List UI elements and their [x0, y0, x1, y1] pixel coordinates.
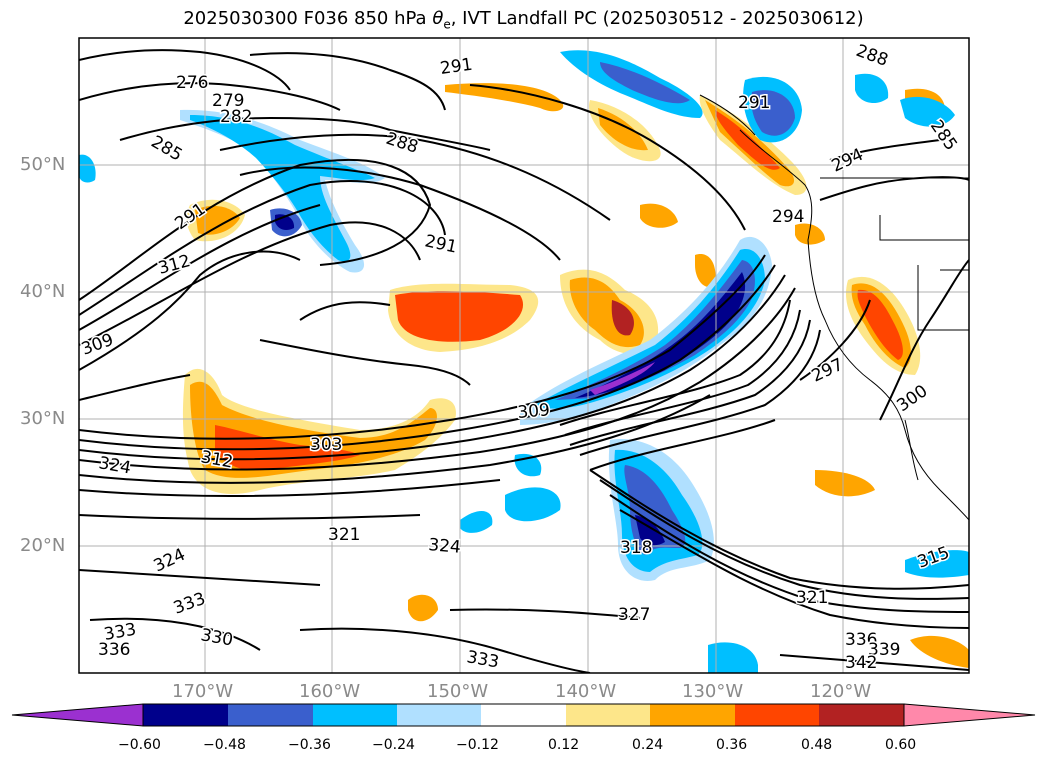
shade-pos-misc1 — [640, 203, 678, 228]
colorbar-tick-label: 0.12 — [548, 737, 580, 753]
colorbar-tick-label: 0.24 — [632, 737, 664, 753]
colorbar — [11, 703, 1036, 727]
shade-pos-ca-strong — [857, 289, 903, 360]
shade-neg-ar-ext — [590, 362, 655, 395]
contour-label: 318 — [620, 538, 652, 558]
shade-pos-misc6 — [910, 635, 969, 668]
colorbar-bin — [650, 704, 735, 726]
contour-label: 336 — [845, 630, 877, 650]
colorbar-tick-label: 0.60 — [885, 737, 917, 753]
shade-pos-misc4 — [815, 470, 875, 497]
gridlines — [79, 38, 969, 673]
contour-label: 321 — [328, 525, 360, 545]
contour-label: 327 — [618, 605, 650, 625]
colorbar-frame — [142, 703, 905, 727]
colorbar-tick-label: −0.36 — [288, 737, 331, 753]
coastlines — [699, 94, 969, 521]
shade-pos-misc3 — [695, 254, 716, 288]
lat-label: 40°N — [20, 281, 66, 302]
colorbar-tick-label: 0.36 — [716, 737, 748, 753]
theta-e-contours — [79, 49, 969, 673]
theta-subscript: e — [443, 17, 451, 32]
contour-label: 336 — [98, 640, 130, 660]
shade-neg-se — [905, 550, 969, 578]
contour-label: 276 — [176, 73, 208, 93]
shade-neg-s — [708, 642, 758, 673]
contour-label: 339 — [868, 640, 900, 660]
colorbar-tick-label: −0.24 — [372, 737, 415, 753]
shade-neg-ar — [520, 236, 772, 425]
shade-pos-center-e-strong — [611, 300, 634, 336]
shade-neg-n4 — [855, 73, 889, 104]
theta-symbol: θ — [432, 8, 444, 29]
map-frame — [78, 37, 970, 674]
colorbar-bin — [143, 704, 228, 726]
shade-pos-170w-mid — [195, 205, 240, 235]
contour-label: 303 — [310, 435, 342, 455]
colorbar-bin — [397, 704, 481, 726]
lat-label: 50°N — [20, 154, 66, 175]
lon-label: 120°W — [810, 681, 872, 702]
colorbar-tick-label: −0.60 — [118, 737, 161, 753]
lon-label: 170°W — [172, 681, 234, 702]
colorbar-tick-label: 0.48 — [801, 737, 833, 753]
shade-neg-n2-strong — [751, 90, 795, 136]
figure-title: 2025030300 F036 850 hPa θe, IVT Landfall… — [0, 8, 1047, 32]
lon-label: 140°W — [555, 681, 617, 702]
contour-label: 321 — [796, 588, 828, 608]
colorbar-right-triangle — [903, 703, 1036, 727]
colorbar-left-triangle — [11, 703, 144, 727]
shade-pos-bc-strong — [715, 110, 780, 170]
colorbar-bin — [313, 704, 397, 726]
title-prefix: 2025030300 F036 850 hPa — [183, 8, 433, 29]
contour-label: 279 — [212, 91, 244, 111]
shade-pos-misc5 — [408, 594, 438, 622]
colorbar-bin — [481, 704, 566, 726]
contour-label: 342 — [845, 653, 877, 673]
shade-neg-mid2 — [505, 487, 561, 522]
lon-label: 160°W — [299, 681, 361, 702]
colorbar-bin — [735, 704, 819, 726]
contour-label: 309 — [517, 400, 551, 423]
contour-label: 282 — [220, 107, 252, 127]
shade-pos-misc2 — [795, 223, 825, 245]
shade-pos-goa-b-mid — [598, 108, 648, 151]
colorbar-bin — [819, 704, 904, 726]
colorbar-bin — [566, 704, 650, 726]
contour-label: 324 — [428, 535, 462, 558]
title-suffix: , IVT Landfall PC (2025030512 - 20250306… — [450, 8, 864, 29]
contour-label: 294 — [772, 207, 804, 227]
lat-label: 30°N — [20, 408, 66, 429]
lon-label: 130°W — [682, 681, 744, 702]
shade-neg-n1-strong — [600, 62, 690, 104]
colorbar-bin — [228, 704, 313, 726]
colorbar-tick-label: −0.12 — [456, 737, 499, 753]
shade-neg-n3 — [900, 96, 955, 127]
map-background — [79, 38, 969, 673]
shade-pos-center-mid — [395, 291, 524, 342]
colorbar-tick-label: −0.48 — [203, 737, 246, 753]
contour-label: 291 — [738, 93, 770, 113]
shade-neg-w — [79, 154, 96, 183]
lon-label: 150°W — [427, 681, 489, 702]
shade-pos-goa — [445, 83, 564, 112]
shade-neg-mid3 — [460, 510, 493, 533]
lat-label: 20°N — [20, 535, 66, 556]
